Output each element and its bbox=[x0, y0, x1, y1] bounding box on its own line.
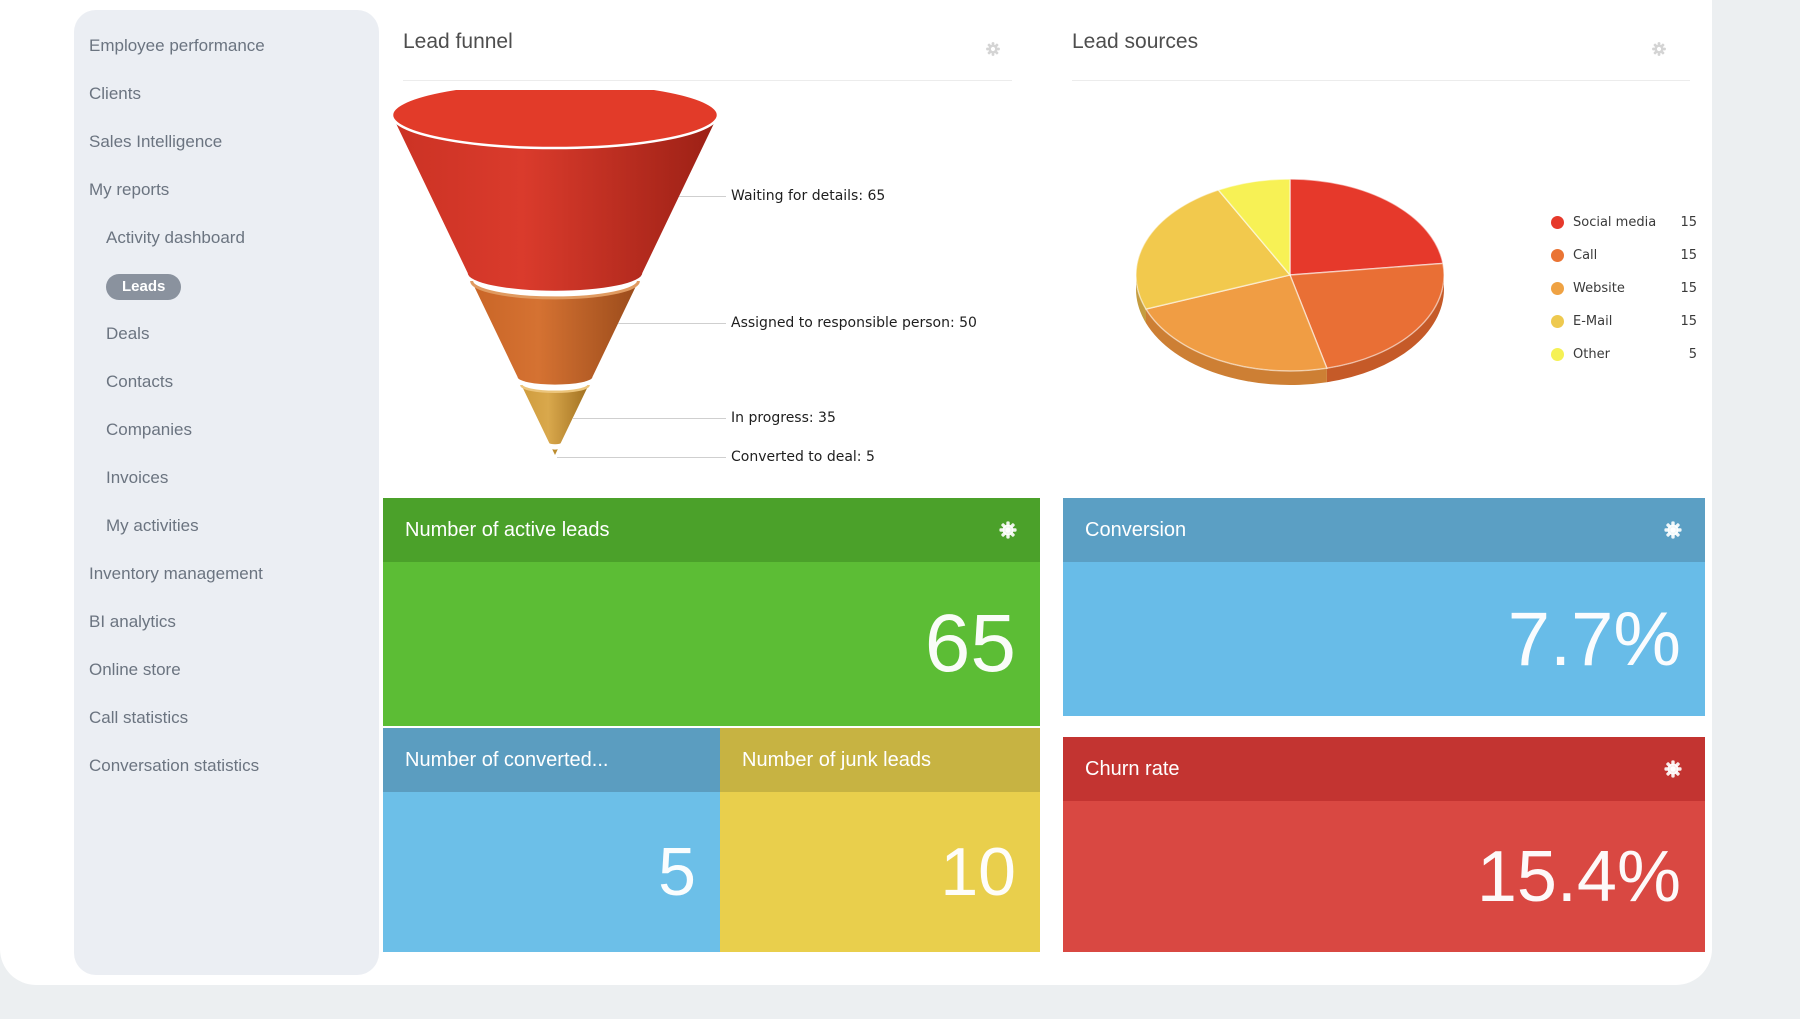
sidebar-item-conversation-statistics[interactable]: Conversation statistics bbox=[89, 756, 260, 775]
legend-row-email[interactable]: E-Mail 15 bbox=[1551, 305, 1697, 338]
legend-label: E-Mail bbox=[1573, 314, 1613, 329]
lead-sources-pie-chart[interactable] bbox=[1060, 150, 1520, 410]
tile-title: Churn rate bbox=[1085, 757, 1180, 780]
funnel-segment-converted-tip[interactable] bbox=[552, 449, 558, 455]
lead-funnel-divider bbox=[403, 80, 1012, 81]
sidebar-item-call-statistics[interactable]: Call statistics bbox=[89, 708, 189, 727]
tile-number-of-converted-leads[interactable]: Number of converted... 5 bbox=[383, 728, 720, 952]
tile-body: 15.4% bbox=[1063, 801, 1705, 952]
legend-label: Call bbox=[1573, 248, 1598, 263]
tile-conversion[interactable]: Conversion bbox=[1063, 498, 1705, 716]
funnel-connector-line bbox=[557, 457, 726, 458]
legend-label: Website bbox=[1573, 281, 1625, 296]
legend-swatch-website-icon bbox=[1551, 282, 1564, 295]
pie-slice-social-media[interactable] bbox=[1289, 178, 1444, 276]
pie-slice-email[interactable] bbox=[1135, 189, 1292, 310]
tile-churn-rate[interactable]: Churn rate bbox=[1063, 737, 1705, 952]
lead-sources-title: Lead sources bbox=[1072, 30, 1199, 53]
sidebar-item-contacts[interactable]: Contacts bbox=[106, 372, 174, 391]
lead-sources-divider bbox=[1072, 80, 1690, 81]
sidebar-item-my-reports[interactable]: My reports bbox=[89, 180, 170, 199]
legend-row-other[interactable]: Other 5 bbox=[1551, 338, 1697, 371]
tile-value: 65 bbox=[924, 598, 1016, 689]
tile-title: Number of converted... bbox=[405, 748, 609, 771]
leads-selected-pill: Leads bbox=[106, 273, 182, 300]
tile-value: 7.7% bbox=[1507, 596, 1681, 682]
sidebar-item-my-activities[interactable]: My activities bbox=[106, 516, 199, 535]
legend-value: 15 bbox=[1680, 281, 1697, 296]
tile-header: Number of active leads bbox=[383, 498, 1040, 562]
tile-body: 7.7% bbox=[1063, 562, 1705, 716]
funnel-connector-line bbox=[573, 418, 726, 419]
pie-depth-website bbox=[1146, 309, 1327, 386]
sidebar-item-sales-intelligence[interactable]: Sales Intelligence bbox=[89, 132, 223, 151]
funnel-segment-in-progress[interactable] bbox=[521, 385, 589, 445]
pie-legend: Social media 15 Call 15 Website 15 E-Mai… bbox=[1551, 206, 1697, 371]
tile-title: Number of junk leads bbox=[742, 748, 931, 771]
tile-body: 65 bbox=[383, 562, 1040, 726]
pie-slice-other[interactable] bbox=[1217, 178, 1291, 277]
tile-settings-gear-icon[interactable] bbox=[1663, 520, 1683, 540]
legend-value: 15 bbox=[1680, 215, 1697, 230]
funnel-segment-waiting-for-details[interactable] bbox=[392, 115, 718, 291]
funnel-top-ellipse bbox=[390, 90, 720, 150]
legend-swatch-email-icon bbox=[1551, 315, 1564, 328]
tile-settings-gear-icon[interactable] bbox=[1663, 759, 1683, 779]
funnel-segment-in-progress-lip bbox=[520, 384, 590, 394]
funnel-segment-assigned[interactable] bbox=[471, 281, 639, 385]
tile-number-of-active-leads[interactable]: Number of active leads bbox=[383, 498, 1040, 726]
legend-swatch-social-media-icon bbox=[1551, 216, 1564, 229]
sidebar-item-bi-analytics[interactable]: BI analytics bbox=[89, 612, 176, 631]
sidebar-item-deals[interactable]: Deals bbox=[106, 324, 150, 343]
sidebar-item-inventory-management[interactable]: Inventory management bbox=[89, 564, 263, 583]
tile-number-of-junk-leads[interactable]: Number of junk leads 10 bbox=[720, 728, 1040, 952]
sidebar-item-clients[interactable]: Clients bbox=[89, 84, 141, 103]
tile-header: Number of junk leads bbox=[720, 728, 1040, 792]
tile-header: Number of converted... bbox=[383, 728, 720, 792]
funnel-segment-assigned-lip bbox=[470, 280, 640, 300]
tile-settings-gear-icon[interactable] bbox=[998, 520, 1018, 540]
legend-value: 15 bbox=[1680, 248, 1697, 263]
tile-title: Number of active leads bbox=[405, 518, 610, 541]
sidebar-item-invoices[interactable]: Invoices bbox=[106, 468, 169, 487]
pie-depth-call bbox=[1326, 275, 1444, 383]
sidebar-item-online-store[interactable]: Online store bbox=[89, 660, 181, 679]
funnel-label-in-progress: In progress: 35 bbox=[731, 410, 836, 426]
tile-header: Churn rate bbox=[1063, 737, 1705, 801]
sidebar-item-activity-dashboard[interactable]: Activity dashboard bbox=[106, 228, 245, 247]
legend-row-website[interactable]: Website 15 bbox=[1551, 272, 1697, 305]
legend-swatch-other-icon bbox=[1551, 348, 1564, 361]
funnel-label-assigned: Assigned to responsible person: 50 bbox=[731, 315, 977, 331]
content-card: Employee performance Clients Sales Intel… bbox=[0, 0, 1712, 985]
tile-body: 10 bbox=[720, 792, 1040, 952]
tile-title: Conversion bbox=[1085, 518, 1187, 541]
lead-funnel-chart[interactable] bbox=[390, 90, 740, 470]
legend-value: 15 bbox=[1680, 314, 1697, 329]
lead-funnel-title: Lead funnel bbox=[403, 30, 513, 53]
funnel-label-converted: Converted to deal: 5 bbox=[731, 449, 875, 465]
funnel-connector-line bbox=[618, 323, 726, 324]
sidebar-item-leads[interactable]: Leads bbox=[74, 262, 379, 310]
sidebar: Employee performance Clients Sales Intel… bbox=[74, 10, 379, 975]
tile-body: 5 bbox=[383, 792, 720, 952]
sidebar-item-employee-performance[interactable]: Employee performance bbox=[89, 36, 265, 55]
legend-row-call[interactable]: Call 15 bbox=[1551, 239, 1697, 272]
pie-slice-call[interactable] bbox=[1288, 262, 1445, 369]
legend-swatch-call-icon bbox=[1551, 249, 1564, 262]
pie-depth-email bbox=[1136, 275, 1146, 324]
legend-value: 5 bbox=[1688, 347, 1697, 362]
tile-value: 5 bbox=[658, 834, 696, 910]
legend-label: Other bbox=[1573, 347, 1610, 362]
legend-label: Social media bbox=[1573, 215, 1657, 230]
lead-funnel-settings-gear-icon[interactable] bbox=[985, 41, 1001, 57]
funnel-label-waiting-for-details: Waiting for details: 65 bbox=[731, 188, 886, 204]
tile-value: 10 bbox=[940, 834, 1016, 910]
lead-sources-settings-gear-icon[interactable] bbox=[1651, 41, 1667, 57]
funnel-connector-line bbox=[679, 196, 726, 197]
legend-row-social-media[interactable]: Social media 15 bbox=[1551, 206, 1697, 239]
tile-header: Conversion bbox=[1063, 498, 1705, 562]
sidebar-item-companies[interactable]: Companies bbox=[106, 420, 192, 439]
tile-value: 15.4% bbox=[1476, 836, 1681, 917]
